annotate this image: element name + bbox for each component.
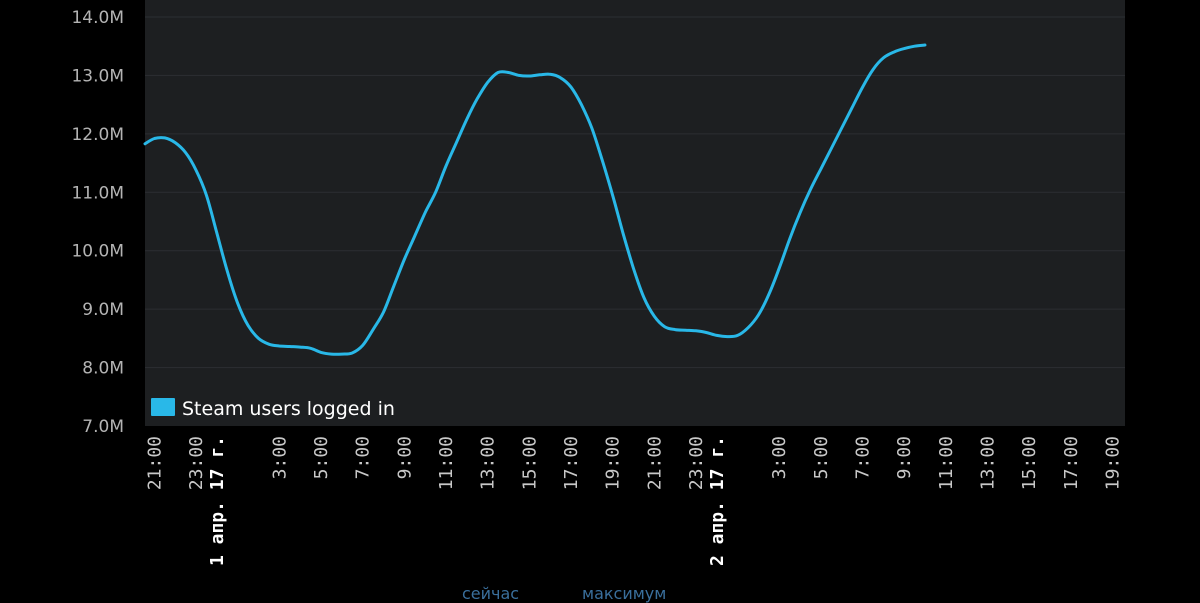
x-tick-label: 21:00 bbox=[144, 436, 165, 490]
legend-swatch bbox=[151, 398, 175, 416]
legend[interactable]: Steam users logged in bbox=[151, 398, 395, 420]
x-tick-label: 9:00 bbox=[894, 436, 915, 479]
y-tick-label: 12.0M bbox=[71, 125, 124, 145]
x-tick-label-date: 2 апр. 17 г. bbox=[707, 436, 728, 566]
x-tick-label: 23:00 bbox=[686, 436, 707, 490]
y-tick-label: 7.0M bbox=[82, 417, 124, 437]
plot-background bbox=[145, 0, 1125, 426]
footer-stats: сейчас максимум bbox=[0, 584, 1200, 603]
y-tick-label: 8.0M bbox=[82, 359, 124, 379]
y-tick-label: 11.0M bbox=[71, 183, 124, 203]
x-tick-label: 7:00 bbox=[353, 436, 374, 479]
x-tick-label: 19:00 bbox=[1103, 436, 1124, 490]
x-tick-label: 17:00 bbox=[561, 436, 582, 490]
x-tick-label: 11:00 bbox=[936, 436, 957, 490]
y-tick-label: 10.0M bbox=[71, 242, 124, 262]
y-axis-ticks: 7.0M 8.0M 9.0M 10.0M 11.0M 12.0M 13.0M 14.0M bbox=[71, 8, 124, 437]
max-label: максимум bbox=[582, 584, 667, 603]
x-tick-label: 13:00 bbox=[478, 436, 499, 490]
x-tick-label: 15:00 bbox=[1019, 436, 1040, 490]
x-tick-label: 3:00 bbox=[769, 436, 790, 479]
y-tick-label: 14.0M bbox=[71, 8, 124, 28]
y-tick-label: 13.0M bbox=[71, 66, 124, 86]
y-tick-label: 9.0M bbox=[82, 300, 124, 320]
x-tick-label: 21:00 bbox=[644, 436, 665, 490]
x-tick-label: 5:00 bbox=[811, 436, 832, 479]
x-tick-label: 3:00 bbox=[269, 436, 290, 479]
x-tick-label: 7:00 bbox=[853, 436, 874, 479]
now-label: сейчас bbox=[462, 584, 520, 603]
x-tick-label-date: 1 апр. 17 г. bbox=[207, 436, 228, 566]
chart: 7.0M 8.0M 9.0M 10.0M 11.0M 12.0M 13.0M 14.0M 21… bbox=[71, 0, 1125, 566]
x-axis-ticks: 21:00 23:00 1 апр. 17 г. 3:00 5:00 7:00 9:00 11… bbox=[144, 436, 1123, 566]
x-tick-label: 13:00 bbox=[978, 436, 999, 490]
x-tick-label: 11:00 bbox=[436, 436, 457, 490]
gridlines bbox=[145, 16, 1125, 369]
legend-label: Steam users logged in bbox=[182, 398, 395, 420]
x-tick-label: 17:00 bbox=[1061, 436, 1082, 490]
x-tick-label: 19:00 bbox=[603, 436, 624, 490]
series-line-steam-users bbox=[143, 43, 927, 356]
x-tick-label: 15:00 bbox=[519, 436, 540, 490]
x-tick-label: 23:00 bbox=[186, 436, 207, 490]
x-tick-label: 5:00 bbox=[311, 436, 332, 479]
x-tick-label: 9:00 bbox=[394, 436, 415, 479]
